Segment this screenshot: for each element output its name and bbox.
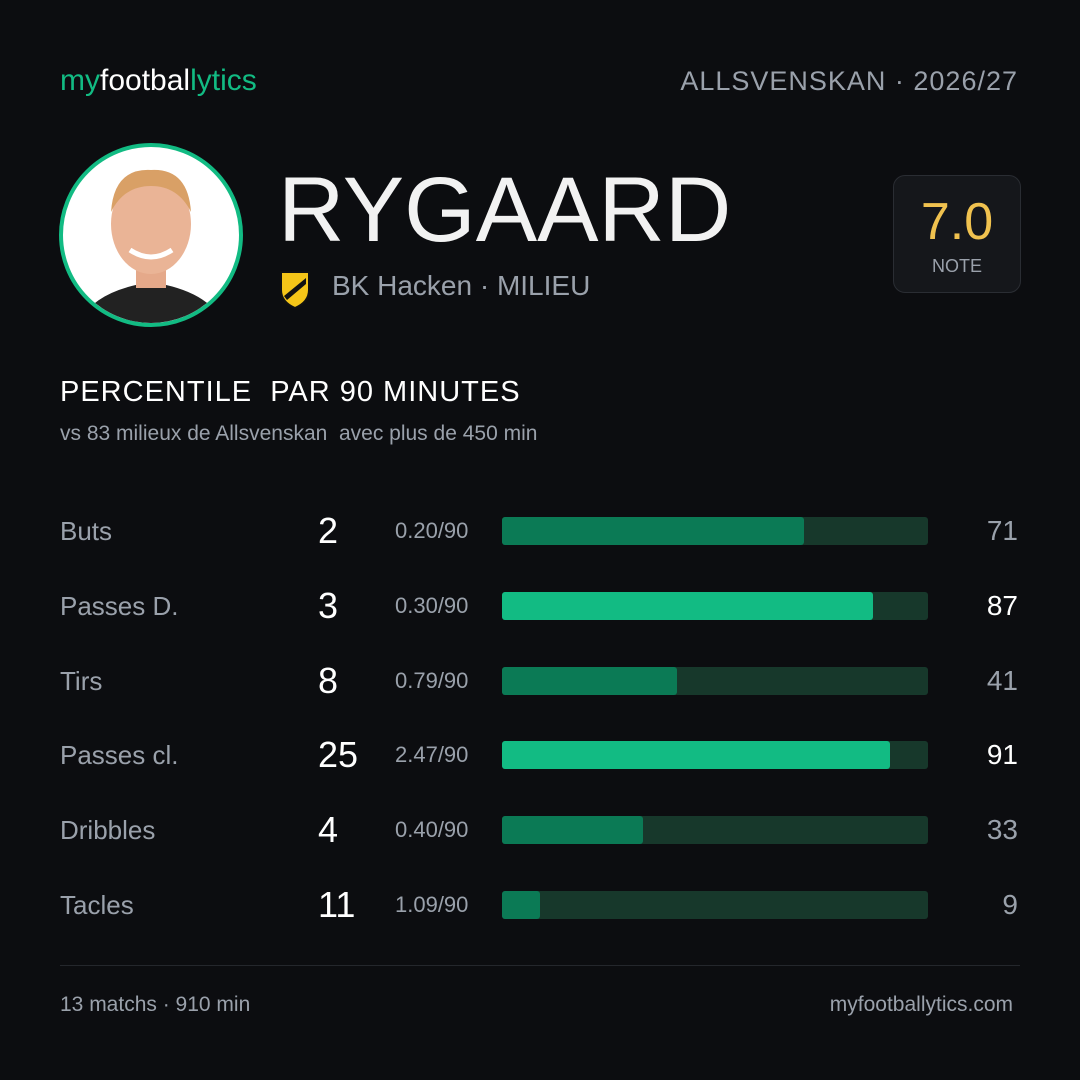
stat-per90: 1.09/90 [395, 892, 469, 917]
percentile: 87 [986, 589, 1018, 621]
section-subtitle: vs 83 milieux de Allsvenskan avec plus d… [60, 422, 538, 445]
player-photo [59, 143, 243, 327]
player-name: RYGAARD [278, 159, 732, 261]
stat-label: Buts [60, 516, 113, 546]
rating: 7.0 [920, 193, 994, 251]
brand-part: lytics [190, 64, 257, 97]
bar [502, 891, 541, 919]
stat-total: 2 [318, 510, 339, 551]
bar [502, 816, 643, 845]
stat-total: 25 [318, 734, 359, 776]
rating-box: 7.0 NOTE [893, 175, 1021, 293]
bar [502, 517, 805, 545]
percentile: 9 [1002, 889, 1018, 920]
bar [502, 741, 890, 770]
stat-label: Tacles [60, 890, 134, 920]
percentile: 41 [986, 664, 1018, 696]
stat-label: Dribbles [60, 815, 156, 846]
section-title: PERCENTILE PAR 90 MINUTES [60, 376, 521, 408]
rating-label: NOTE [931, 256, 982, 276]
stat-per90: 0.79/90 [395, 667, 469, 693]
footer-left: 13 matchs · 910 min [60, 993, 251, 1016]
club-line: BK Hacken · MILIEU [332, 270, 591, 301]
stat-label: Tirs [60, 665, 103, 696]
percentile: 33 [986, 814, 1018, 846]
stat-per90: 2.47/90 [395, 742, 469, 768]
bar-track [502, 891, 928, 919]
stat-per90: 0.20/90 [395, 518, 469, 543]
stat-total: 11 [318, 884, 356, 925]
stat-total: 8 [318, 659, 339, 701]
percentile: 91 [986, 739, 1018, 771]
bar [502, 666, 677, 695]
brand-part: my [60, 64, 100, 97]
stat-per90: 0.40/90 [395, 817, 469, 843]
footer-right: myfootballytics.com [829, 993, 1013, 1016]
divider [60, 965, 1020, 966]
stat-label: Passes D. [60, 590, 179, 621]
stat-total: 3 [318, 584, 339, 626]
club-logo [280, 271, 310, 310]
brand-part: footbal [100, 64, 191, 97]
competition: ALLSVENSKAN · 2026/27 [680, 66, 1018, 96]
stat-label: Passes cl. [60, 740, 179, 771]
stat-per90: 0.30/90 [395, 592, 469, 618]
brand: myfootballytics [60, 64, 257, 98]
bar [502, 591, 873, 620]
stat-total: 4 [318, 809, 339, 851]
percentile: 71 [986, 515, 1018, 546]
